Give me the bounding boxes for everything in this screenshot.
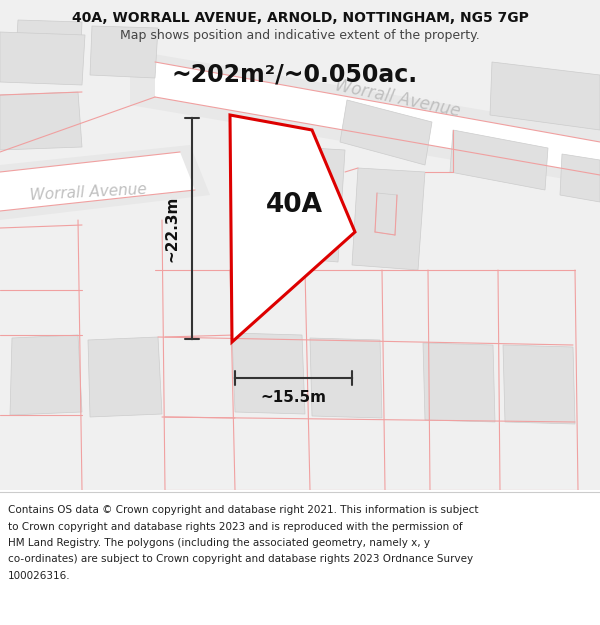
Polygon shape: [375, 193, 397, 235]
Polygon shape: [130, 50, 600, 185]
Polygon shape: [0, 145, 210, 220]
Text: 100026316.: 100026316.: [8, 571, 71, 581]
Polygon shape: [15, 20, 82, 72]
Text: ~22.3m: ~22.3m: [164, 195, 179, 262]
Polygon shape: [560, 154, 600, 202]
Polygon shape: [0, 92, 82, 150]
Polygon shape: [490, 62, 600, 130]
Text: HM Land Registry. The polygons (including the associated geometry, namely x, y: HM Land Registry. The polygons (includin…: [8, 538, 430, 548]
Polygon shape: [88, 337, 162, 417]
Text: Worrall Avenue: Worrall Avenue: [29, 181, 147, 203]
Text: co-ordinates) are subject to Crown copyright and database rights 2023 Ordnance S: co-ordinates) are subject to Crown copyr…: [8, 554, 473, 564]
Polygon shape: [310, 338, 382, 418]
Text: Map shows position and indicative extent of the property.: Map shows position and indicative extent…: [120, 29, 480, 41]
Polygon shape: [423, 343, 495, 422]
Text: Contains OS data © Crown copyright and database right 2021. This information is : Contains OS data © Crown copyright and d…: [8, 505, 479, 515]
Polygon shape: [232, 333, 305, 414]
Polygon shape: [255, 145, 345, 262]
Polygon shape: [340, 100, 432, 165]
Polygon shape: [155, 62, 600, 175]
Text: to Crown copyright and database rights 2023 and is reproduced with the permissio: to Crown copyright and database rights 2…: [8, 521, 463, 531]
Text: ~15.5m: ~15.5m: [260, 391, 326, 406]
Polygon shape: [450, 130, 548, 190]
Polygon shape: [503, 345, 575, 424]
Text: ~202m²/~0.050ac.: ~202m²/~0.050ac.: [172, 63, 418, 87]
Text: 40A: 40A: [266, 192, 323, 218]
Text: 40A, WORRALL AVENUE, ARNOLD, NOTTINGHAM, NG5 7GP: 40A, WORRALL AVENUE, ARNOLD, NOTTINGHAM,…: [71, 11, 529, 25]
Polygon shape: [352, 168, 425, 270]
Polygon shape: [0, 152, 195, 211]
Polygon shape: [230, 115, 355, 342]
Text: Worrall Avenue: Worrall Avenue: [334, 76, 463, 120]
Polygon shape: [0, 32, 85, 85]
Polygon shape: [90, 26, 158, 78]
Polygon shape: [10, 335, 82, 415]
